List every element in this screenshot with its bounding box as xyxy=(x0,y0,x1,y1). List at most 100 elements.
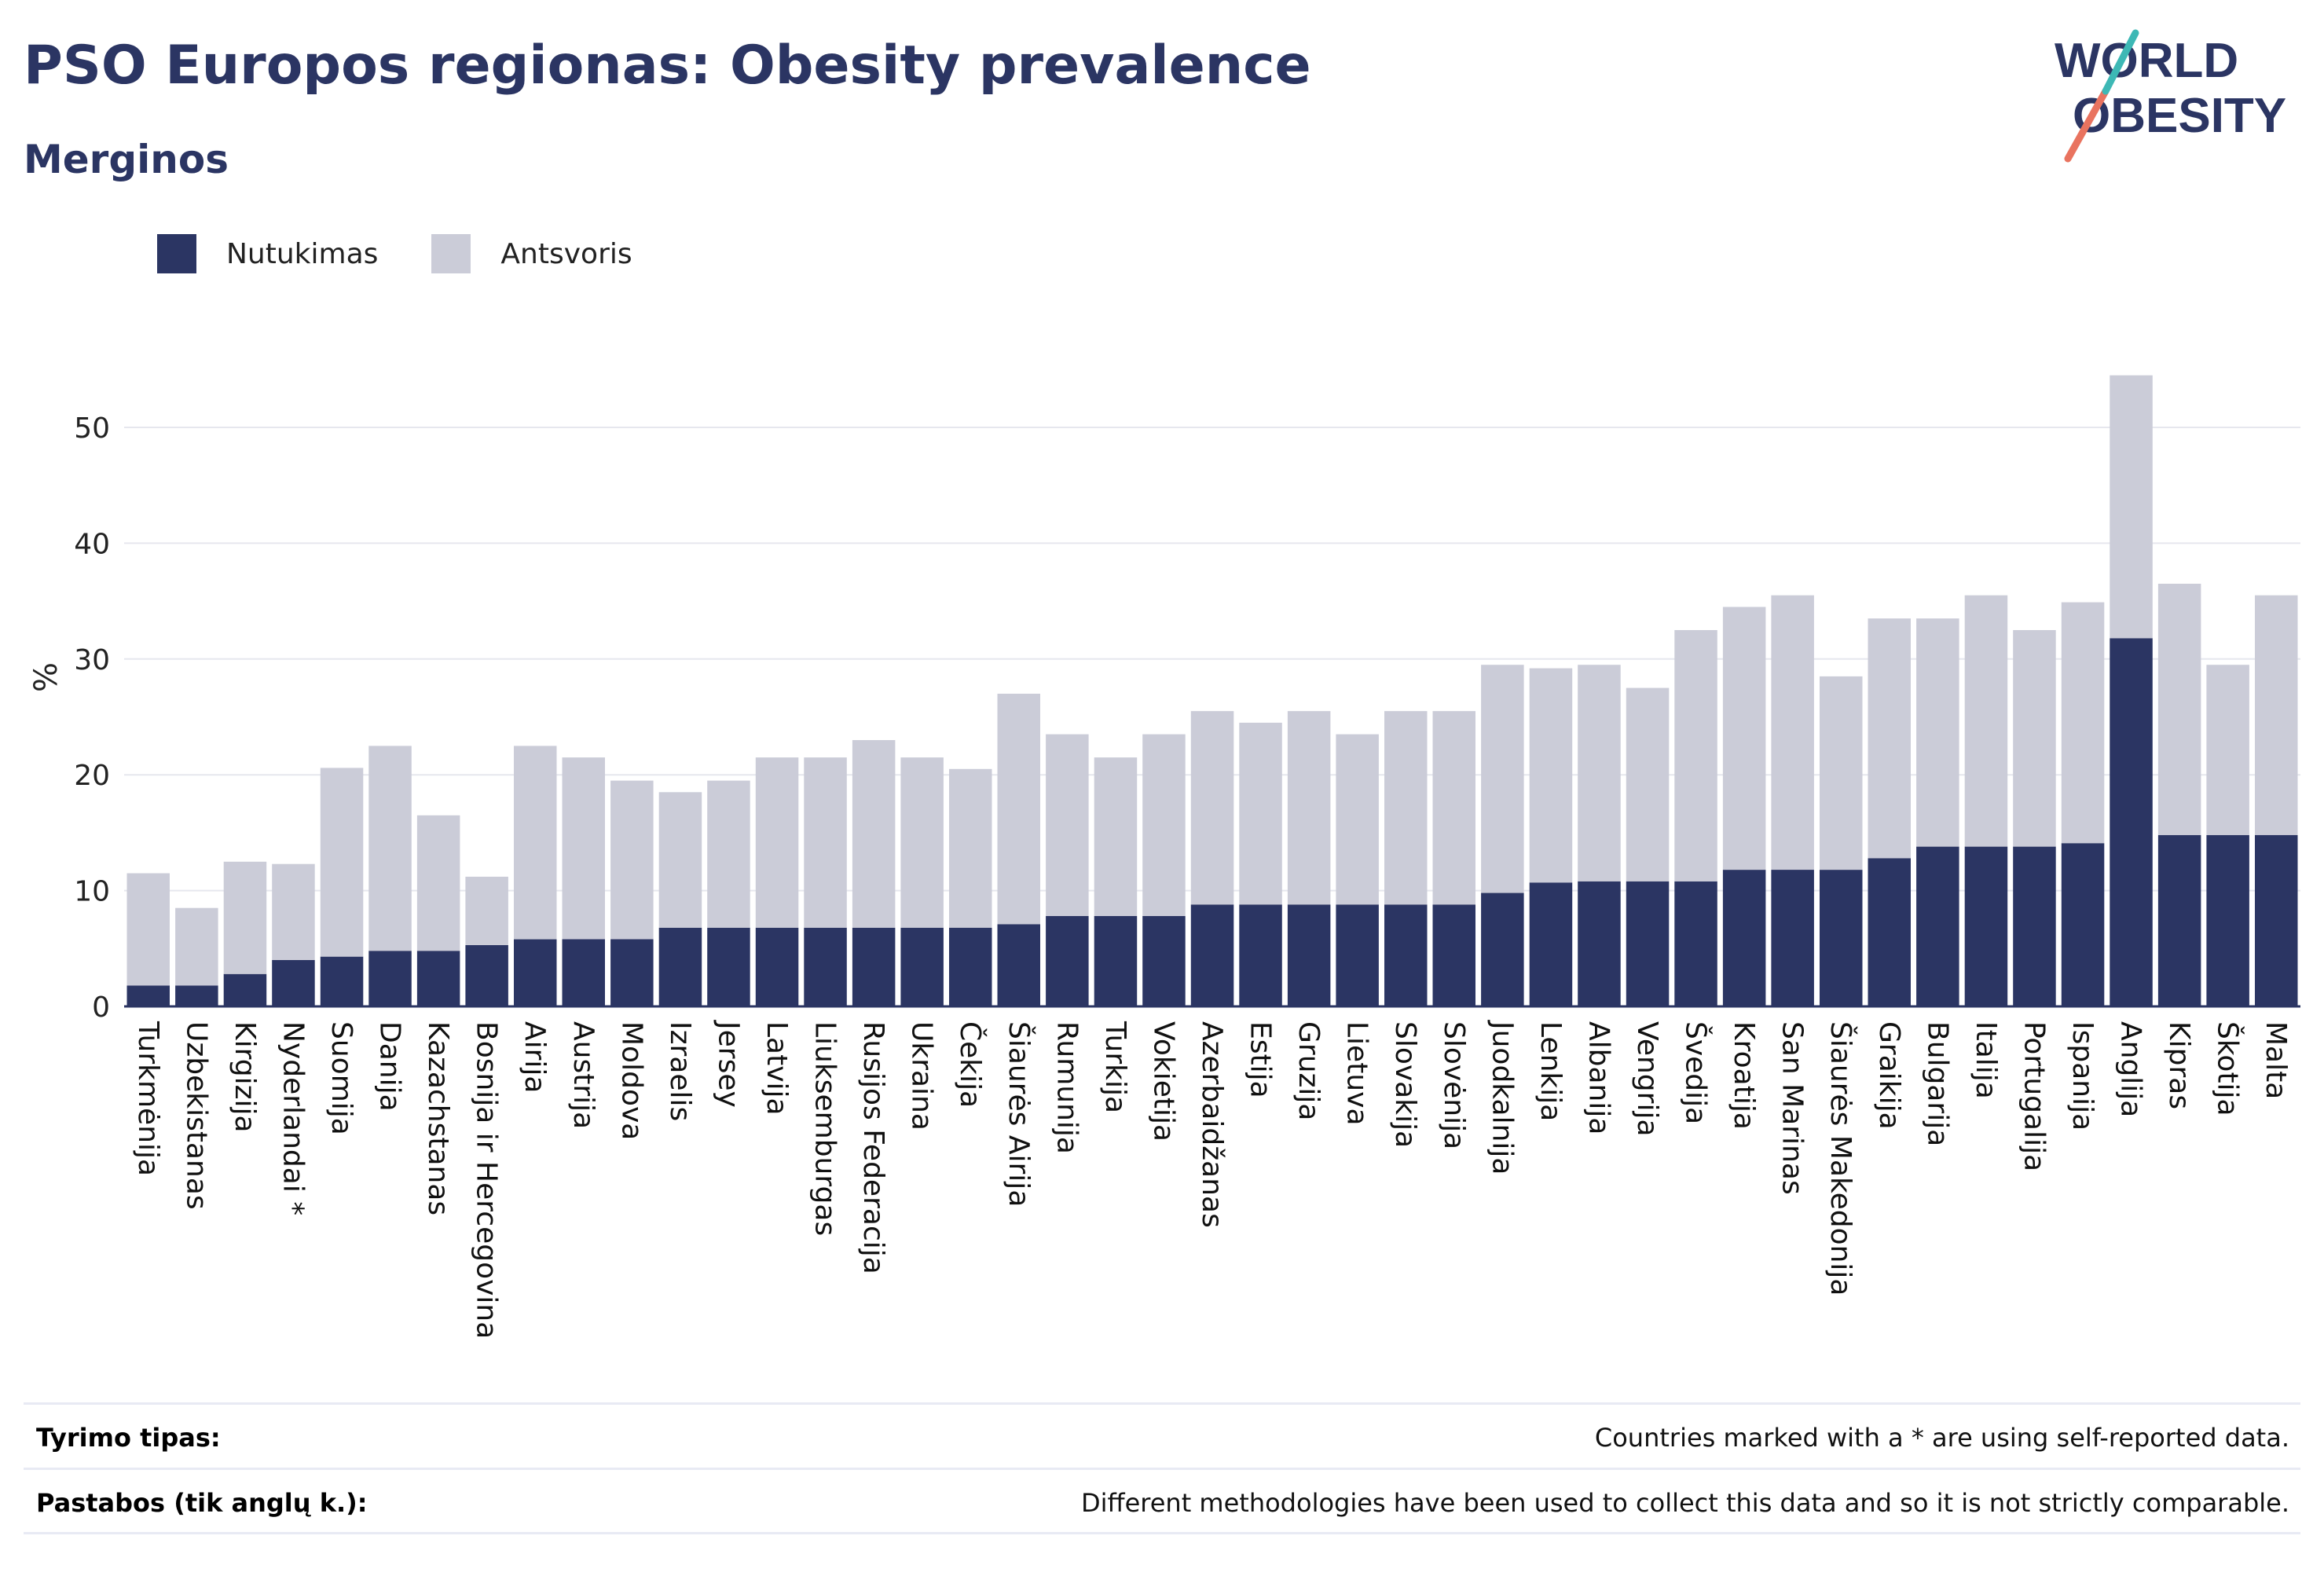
x-tick-label: Kazachstanas xyxy=(422,1021,454,1215)
y-tick-label: 20 xyxy=(74,760,110,792)
x-tick-label: Uzbekistanas xyxy=(180,1021,212,1210)
bar-overweight xyxy=(610,780,654,940)
bar-obesity xyxy=(1578,881,1621,1006)
bar-overweight xyxy=(900,757,944,928)
bar-overweight xyxy=(1384,711,1428,905)
x-tick-label: Slovėnija xyxy=(1438,1021,1470,1149)
bar-overweight xyxy=(320,768,364,957)
bar-overweight xyxy=(1771,595,1814,870)
bar-obesity xyxy=(126,985,170,1006)
bar-overweight xyxy=(2157,584,2201,835)
x-tick-label: Azerbaidžanas xyxy=(1196,1021,1228,1228)
x-tick-label: Moldova xyxy=(615,1021,647,1140)
bar-overweight xyxy=(1094,757,1138,916)
bar-overweight xyxy=(1868,618,1911,859)
bar-obesity xyxy=(2206,834,2249,1006)
bar-overweight xyxy=(949,768,992,928)
x-tick-label: Kroatija xyxy=(1728,1021,1760,1130)
bar-obesity xyxy=(1432,904,1475,1006)
bar-overweight xyxy=(1529,668,1573,883)
bar-obesity xyxy=(1529,882,1573,1006)
bar-overweight xyxy=(416,815,460,951)
x-tick-label: Graikija xyxy=(1873,1021,1905,1130)
bar-obesity xyxy=(658,927,702,1006)
bar-obesity xyxy=(1046,916,1089,1006)
y-tick-label: 0 xyxy=(92,991,110,1024)
bar-overweight xyxy=(223,861,267,974)
bar-overweight xyxy=(707,780,750,928)
bar-obesity xyxy=(368,951,412,1006)
bar-obesity xyxy=(2061,843,2105,1006)
x-tick-label: Švedija xyxy=(1680,1021,1713,1124)
x-tick-label: Vengrija xyxy=(1631,1021,1663,1137)
x-tick-label: Bulgarija xyxy=(1921,1021,1953,1146)
x-tick-label: Kipras xyxy=(2163,1021,2195,1109)
bar-obesity xyxy=(562,939,605,1006)
bar-overweight xyxy=(658,792,702,928)
bar-overweight xyxy=(2013,630,2056,847)
bar-overweight xyxy=(804,757,847,928)
bar-obesity xyxy=(272,960,315,1006)
footer-notes-label: Pastabos (tik anglų k.): xyxy=(36,1488,368,1518)
y-tick-label: 50 xyxy=(74,412,110,445)
bar-overweight xyxy=(1046,734,1089,916)
x-tick-label: Čekija xyxy=(954,1021,987,1108)
bar-obesity xyxy=(755,927,799,1006)
page-title: PSO Europos regionas: Obesity prevalence xyxy=(24,35,1311,97)
bar-overweight xyxy=(514,746,557,940)
x-tick-label: Kirgizija xyxy=(229,1021,261,1133)
footer-study-type-value: Countries marked with a * are using self… xyxy=(1594,1423,2289,1453)
bar-obesity xyxy=(1190,904,1234,1006)
bar-obesity xyxy=(1771,870,1814,1006)
bar-overweight xyxy=(997,694,1040,925)
x-tick-label: Vokietija xyxy=(1147,1021,1179,1142)
bar-overweight xyxy=(1916,618,1959,847)
x-tick-label: Rumunija xyxy=(1050,1021,1083,1154)
x-tick-label: Austrija xyxy=(567,1021,599,1129)
footer-notes-value: Different methodologies have been used t… xyxy=(1081,1488,2289,1518)
bar-obesity xyxy=(2255,834,2298,1006)
bar-overweight xyxy=(175,907,218,986)
bar-obesity xyxy=(2157,834,2201,1006)
x-tick-label: Albanija xyxy=(1582,1021,1615,1134)
bar-obesity xyxy=(2110,638,2153,1006)
bar-obesity xyxy=(1820,870,1863,1006)
bar-overweight xyxy=(1964,595,2008,847)
bar-obesity xyxy=(465,944,508,1006)
y-tick-label: 10 xyxy=(74,876,110,908)
logo-slash-teal xyxy=(2102,29,2139,95)
chart-legend: Nutukimas Antsvoris xyxy=(157,234,686,273)
page-subtitle: Merginos xyxy=(24,137,229,182)
bar-obesity xyxy=(997,924,1040,1006)
bar-overweight xyxy=(1626,687,1670,881)
x-tick-label: Estija xyxy=(1244,1021,1277,1098)
x-tick-label: Lietuva xyxy=(1341,1021,1373,1126)
bar-overweight xyxy=(2255,595,2298,835)
bar-overweight xyxy=(1432,711,1475,905)
bar-overweight xyxy=(1722,607,1766,870)
bar-overweight xyxy=(126,873,170,986)
x-tick-label: Šiaurės Makedonija xyxy=(1824,1021,1857,1296)
x-tick-label: Liuksemburgas xyxy=(809,1021,841,1236)
bar-overweight xyxy=(2061,602,2105,844)
footer-divider-middle xyxy=(24,1468,2300,1470)
bar-overweight xyxy=(1287,711,1331,905)
logo-line1: WORLD xyxy=(2055,34,2238,88)
bar-overweight xyxy=(1190,711,1234,905)
bar-obesity xyxy=(1626,881,1670,1006)
x-tick-label: Anglija xyxy=(2115,1021,2147,1117)
bar-obesity xyxy=(175,985,218,1006)
bar-overweight xyxy=(852,740,896,928)
bar-overweight xyxy=(1239,722,1282,905)
bar-overweight xyxy=(2206,665,2249,835)
bar-obesity xyxy=(852,927,896,1006)
footer-study-type-label: Tyrimo tipas: xyxy=(36,1423,221,1453)
legend-swatch-obesity xyxy=(157,234,196,273)
bar-obesity xyxy=(416,951,460,1006)
footer-row-study-type: Tyrimo tipas: Countries marked with a * … xyxy=(24,1406,2300,1469)
bar-overweight xyxy=(562,757,605,940)
bar-obesity xyxy=(2013,846,2056,1006)
bar-overweight xyxy=(465,876,508,945)
bar-overweight xyxy=(272,863,315,960)
